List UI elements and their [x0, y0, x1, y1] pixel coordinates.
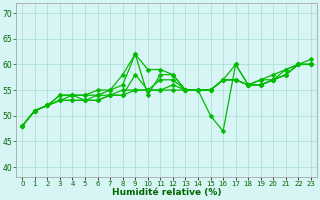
X-axis label: Humidité relative (%): Humidité relative (%) — [112, 188, 221, 197]
